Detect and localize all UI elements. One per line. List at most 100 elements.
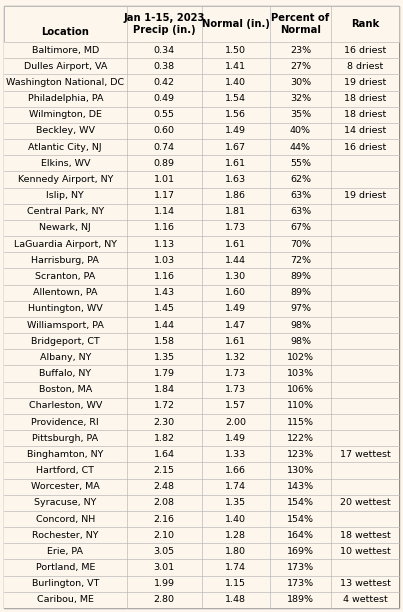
Text: 1.74: 1.74 — [225, 482, 246, 491]
Text: Pittsburgh, PA: Pittsburgh, PA — [32, 434, 98, 442]
Text: Newark, NJ: Newark, NJ — [39, 223, 91, 233]
Text: 3.01: 3.01 — [154, 563, 175, 572]
Bar — [4, 333, 399, 349]
Text: 4 wettest: 4 wettest — [343, 595, 387, 605]
Text: 98%: 98% — [290, 321, 311, 329]
Text: 1.54: 1.54 — [225, 94, 246, 103]
Text: 2.80: 2.80 — [154, 595, 175, 605]
Text: 164%: 164% — [287, 531, 314, 540]
Text: Syracuse, NY: Syracuse, NY — [34, 498, 96, 507]
Text: 1.35: 1.35 — [225, 498, 247, 507]
Text: Williamsport, PA: Williamsport, PA — [27, 321, 104, 329]
Text: 1.03: 1.03 — [154, 256, 175, 265]
Bar — [4, 479, 399, 494]
Bar — [4, 204, 399, 220]
Text: 103%: 103% — [287, 369, 314, 378]
Text: Charleston, WV: Charleston, WV — [29, 401, 102, 411]
Text: 169%: 169% — [287, 547, 314, 556]
Text: 1.30: 1.30 — [225, 272, 247, 281]
Text: 1.48: 1.48 — [225, 595, 246, 605]
Text: 1.01: 1.01 — [154, 175, 175, 184]
Text: 1.44: 1.44 — [154, 321, 175, 329]
Text: 98%: 98% — [290, 337, 311, 346]
Text: Wilmington, DE: Wilmington, DE — [29, 110, 102, 119]
Text: 27%: 27% — [290, 62, 311, 71]
Text: Boston, MA: Boston, MA — [39, 385, 92, 394]
Text: 1.13: 1.13 — [154, 240, 175, 248]
Text: 1.84: 1.84 — [154, 385, 175, 394]
Text: 1.80: 1.80 — [225, 547, 246, 556]
Text: 18 driest: 18 driest — [344, 110, 386, 119]
Bar — [4, 42, 399, 58]
Bar — [4, 91, 399, 106]
Text: Hartford, CT: Hartford, CT — [36, 466, 94, 475]
Text: 1.16: 1.16 — [154, 272, 175, 281]
Bar — [4, 576, 399, 592]
Text: 16 driest: 16 driest — [344, 143, 386, 152]
Bar — [4, 398, 399, 414]
Text: 173%: 173% — [287, 579, 314, 588]
Bar — [4, 365, 399, 382]
Text: 0.49: 0.49 — [154, 94, 175, 103]
Bar — [4, 543, 399, 559]
Text: 1.40: 1.40 — [225, 515, 246, 523]
Text: 1.73: 1.73 — [225, 223, 247, 233]
Text: 0.34: 0.34 — [154, 45, 175, 54]
Text: Normal (in.): Normal (in.) — [202, 19, 270, 29]
Text: Caribou, ME: Caribou, ME — [37, 595, 94, 605]
Text: 0.42: 0.42 — [154, 78, 175, 87]
Text: 1.66: 1.66 — [225, 466, 246, 475]
Text: 1.74: 1.74 — [225, 563, 246, 572]
Text: 30%: 30% — [290, 78, 311, 87]
Bar — [4, 269, 399, 285]
Bar — [4, 511, 399, 527]
Text: 143%: 143% — [287, 482, 314, 491]
Bar — [4, 382, 399, 398]
Bar — [4, 349, 399, 365]
Text: 1.43: 1.43 — [154, 288, 175, 297]
Text: 23%: 23% — [290, 45, 311, 54]
Text: 35%: 35% — [290, 110, 311, 119]
Text: 0.38: 0.38 — [154, 62, 175, 71]
Text: 67%: 67% — [290, 223, 311, 233]
Text: 1.64: 1.64 — [154, 450, 175, 459]
Text: 72%: 72% — [290, 256, 311, 265]
Text: 97%: 97% — [290, 304, 311, 313]
Text: 20 wettest: 20 wettest — [340, 498, 391, 507]
Bar — [4, 58, 399, 74]
Text: 1.58: 1.58 — [154, 337, 175, 346]
Text: 1.47: 1.47 — [225, 321, 246, 329]
Bar — [4, 414, 399, 430]
Text: 1.35: 1.35 — [154, 353, 175, 362]
Text: 70%: 70% — [290, 240, 311, 248]
Text: 10 wettest: 10 wettest — [340, 547, 391, 556]
Text: Erie, PA: Erie, PA — [47, 547, 83, 556]
Text: Concord, NH: Concord, NH — [35, 515, 95, 523]
Bar — [4, 171, 399, 187]
Text: 1.41: 1.41 — [225, 62, 246, 71]
Text: Percent of
Normal: Percent of Normal — [271, 13, 330, 35]
Text: 2.10: 2.10 — [154, 531, 175, 540]
Text: 89%: 89% — [290, 272, 311, 281]
Text: 1.82: 1.82 — [154, 434, 175, 442]
Text: 89%: 89% — [290, 288, 311, 297]
Text: 173%: 173% — [287, 563, 314, 572]
Text: Dulles Airport, VA: Dulles Airport, VA — [24, 62, 107, 71]
Text: 1.61: 1.61 — [225, 159, 246, 168]
Text: 1.73: 1.73 — [225, 385, 247, 394]
Text: 14 driest: 14 driest — [344, 127, 386, 135]
Text: 1.57: 1.57 — [225, 401, 246, 411]
Text: 1.79: 1.79 — [154, 369, 175, 378]
Text: 106%: 106% — [287, 385, 314, 394]
Text: 1.17: 1.17 — [154, 191, 175, 200]
Text: 0.60: 0.60 — [154, 127, 175, 135]
Text: 2.08: 2.08 — [154, 498, 175, 507]
Bar — [4, 446, 399, 463]
Text: 1.56: 1.56 — [225, 110, 246, 119]
Text: 1.32: 1.32 — [225, 353, 247, 362]
Text: 1.49: 1.49 — [225, 127, 246, 135]
Text: Worcester, MA: Worcester, MA — [31, 482, 100, 491]
Bar — [4, 494, 399, 511]
Bar — [4, 220, 399, 236]
Bar — [4, 252, 399, 269]
